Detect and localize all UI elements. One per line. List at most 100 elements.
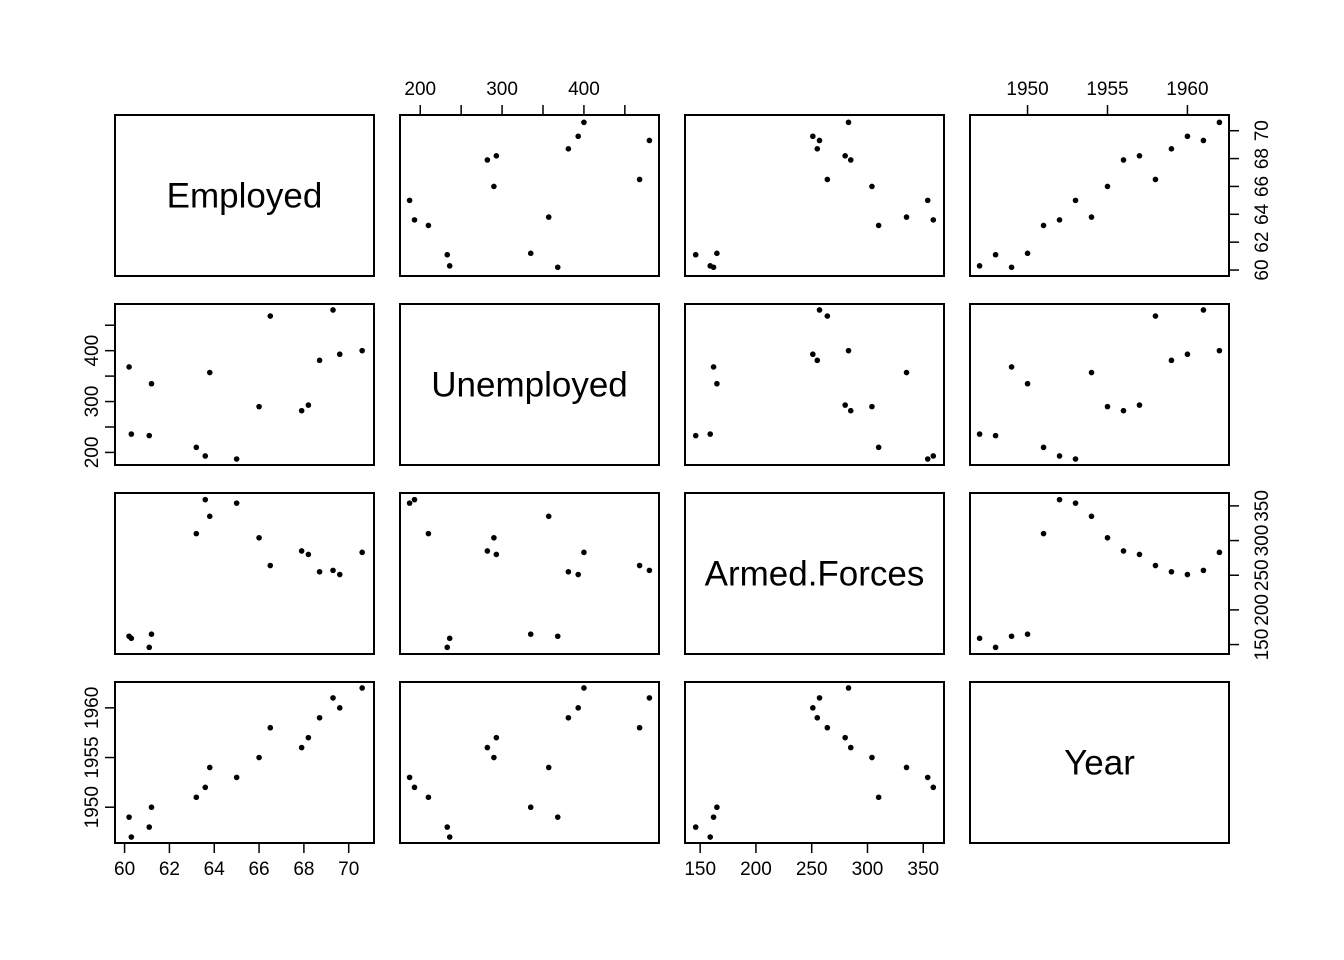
data-point bbox=[491, 754, 497, 761]
tick-label: 70 bbox=[338, 859, 359, 880]
data-point bbox=[554, 814, 561, 820]
data-point bbox=[126, 364, 132, 370]
data-point bbox=[493, 551, 500, 558]
tick-label: 60 bbox=[1252, 259, 1273, 280]
data-point bbox=[1216, 347, 1223, 354]
data-point bbox=[256, 754, 262, 761]
data-point bbox=[976, 431, 983, 437]
data-point bbox=[1136, 152, 1143, 159]
x-axis-bottom-armed-forces: 150 200 250 300 350 bbox=[684, 842, 939, 880]
data-point bbox=[924, 456, 931, 462]
data-point bbox=[554, 264, 561, 271]
data-point bbox=[1120, 157, 1127, 163]
panel-frame bbox=[969, 114, 1230, 277]
data-point bbox=[575, 705, 581, 711]
data-point bbox=[1104, 534, 1111, 541]
data-point bbox=[1088, 513, 1095, 520]
tick-label: 1960 bbox=[1166, 79, 1208, 100]
panel-frame bbox=[969, 681, 1230, 844]
data-point bbox=[1152, 313, 1159, 319]
data-point bbox=[336, 705, 343, 711]
data-point bbox=[869, 403, 875, 410]
data-point bbox=[298, 548, 305, 554]
data-point bbox=[202, 496, 209, 503]
data-point bbox=[692, 432, 699, 439]
data-point bbox=[824, 176, 831, 183]
panel-armed-forces-vs-year bbox=[969, 492, 1230, 655]
data-point bbox=[1072, 197, 1079, 204]
data-point bbox=[992, 432, 999, 439]
variable-label-armed-forces: Armed.Forces bbox=[705, 555, 925, 594]
data-point bbox=[636, 724, 643, 731]
panel-year-vs-armed-forces bbox=[684, 681, 945, 844]
tick-label: 62 bbox=[1252, 232, 1273, 253]
panel-frame bbox=[399, 303, 660, 466]
data-point bbox=[1200, 137, 1207, 144]
data-point bbox=[646, 695, 653, 701]
panel-frame bbox=[399, 114, 660, 277]
data-point bbox=[527, 250, 534, 257]
data-point bbox=[869, 183, 875, 190]
panel-frame bbox=[114, 114, 375, 277]
data-point bbox=[636, 176, 643, 183]
y-axis-left-year: 1950 1955 1960 bbox=[82, 687, 116, 828]
data-point bbox=[1024, 380, 1031, 387]
data-point bbox=[148, 804, 155, 811]
data-point bbox=[565, 714, 572, 721]
variable-label-year: Year bbox=[1064, 744, 1135, 783]
panel-employed-vs-armed-forces bbox=[684, 114, 945, 277]
data-point bbox=[1184, 571, 1191, 578]
data-point bbox=[545, 214, 552, 220]
data-point bbox=[903, 369, 910, 376]
x-axis-top-unemployed: 200 300 400 bbox=[404, 79, 626, 116]
panel-frame bbox=[969, 492, 1230, 655]
data-point bbox=[193, 444, 200, 451]
data-point bbox=[1024, 631, 1031, 637]
data-point bbox=[484, 548, 491, 554]
data-point bbox=[707, 431, 714, 437]
tick-label: 400 bbox=[568, 79, 600, 100]
data-point bbox=[128, 834, 135, 840]
data-point bbox=[336, 571, 343, 578]
data-point bbox=[298, 744, 305, 751]
tick-label: 350 bbox=[1252, 490, 1273, 522]
data-point bbox=[148, 631, 155, 637]
data-point bbox=[714, 250, 720, 257]
data-point bbox=[710, 814, 717, 820]
data-point bbox=[816, 307, 823, 313]
tick-label: 200 bbox=[82, 437, 103, 469]
data-point bbox=[126, 814, 132, 820]
data-point bbox=[646, 567, 653, 574]
data-point bbox=[810, 705, 816, 711]
data-point bbox=[336, 351, 343, 358]
data-point bbox=[824, 313, 831, 319]
data-point bbox=[1200, 307, 1207, 313]
data-point bbox=[842, 734, 848, 741]
panel-armed-forces-vs-unemployed bbox=[399, 492, 660, 655]
data-point bbox=[903, 764, 910, 771]
tick-label: 200 bbox=[1252, 594, 1273, 626]
data-point bbox=[692, 251, 699, 258]
data-point bbox=[875, 794, 882, 801]
data-point bbox=[930, 784, 937, 791]
data-point bbox=[1040, 222, 1047, 229]
data-point bbox=[256, 403, 262, 410]
variable-label-unemployed: Unemployed bbox=[431, 366, 628, 405]
data-point bbox=[1184, 351, 1191, 358]
tick-label: 200 bbox=[404, 79, 436, 100]
data-point bbox=[316, 714, 323, 721]
data-point bbox=[330, 695, 336, 701]
x-axis-top-year: 1950 1955 1960 bbox=[1006, 79, 1209, 116]
data-point bbox=[1104, 183, 1111, 190]
data-point bbox=[411, 784, 418, 791]
data-point bbox=[527, 804, 534, 811]
data-point bbox=[816, 695, 823, 701]
data-point bbox=[581, 549, 587, 556]
data-point bbox=[930, 453, 937, 459]
data-point bbox=[847, 407, 854, 414]
data-point bbox=[128, 431, 135, 437]
data-point bbox=[845, 685, 852, 691]
panel-unemployed-vs-year bbox=[969, 303, 1230, 466]
data-point bbox=[903, 214, 910, 220]
y-axis-left-unemployed: 200 300 400 bbox=[82, 324, 116, 469]
